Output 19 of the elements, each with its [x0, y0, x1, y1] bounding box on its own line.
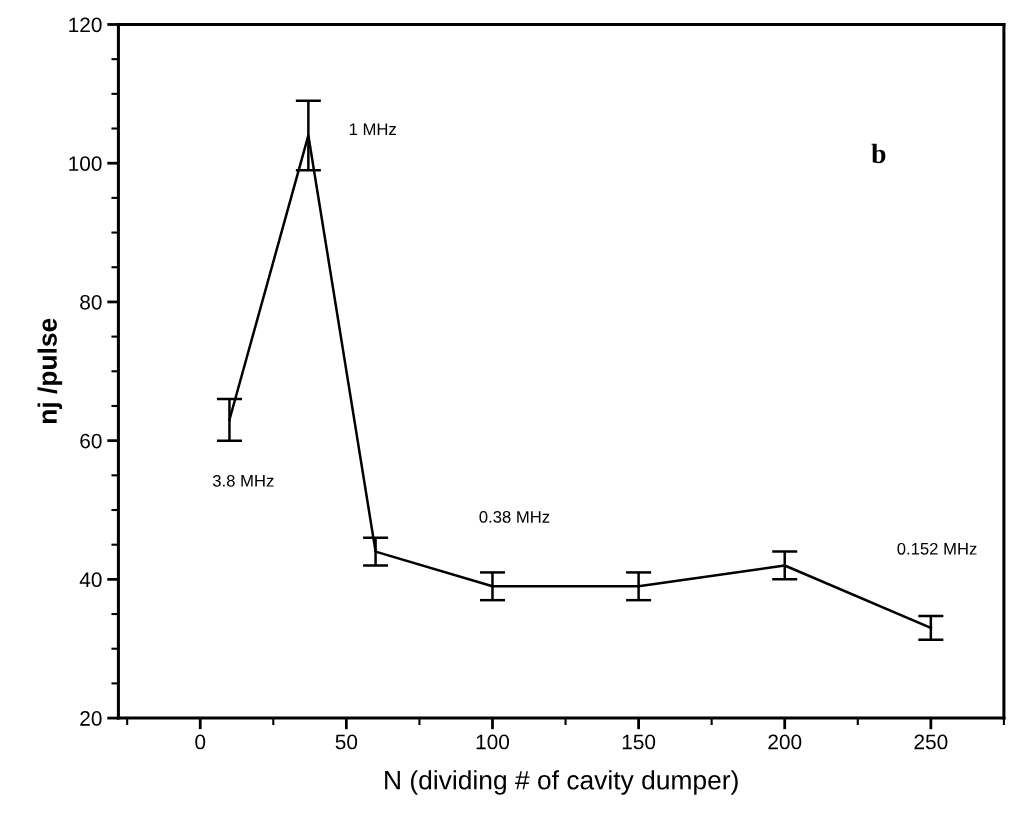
annotation: 0.38 MHz	[479, 511, 550, 523]
y-tick-label: 120	[69, 17, 102, 33]
y-tick-label: 100	[69, 156, 102, 171]
annotation: 1 MHz	[349, 123, 396, 135]
annotation: 0.152 MHz	[897, 542, 977, 555]
y-tick-label: 60	[80, 433, 102, 449]
y-tick-label: 20	[80, 711, 102, 726]
annotation: b	[871, 143, 886, 164]
y-tick-label: 80	[80, 294, 102, 310]
y-tick-label: 40	[79, 572, 102, 588]
x-tick-label: 50	[335, 734, 358, 750]
x-tick-label: 200	[768, 734, 802, 750]
x-tick-label: 150	[622, 734, 656, 750]
x-tick-label: 0	[195, 734, 206, 750]
x-tick-label: 100	[476, 734, 510, 750]
annotation: 3.8 MHz	[212, 474, 274, 487]
x-tick-label: 250	[914, 734, 948, 750]
x-axis-title: N (dividing # of cavity dumper)	[385, 770, 738, 795]
y-axis-title: nj /pulse	[37, 318, 63, 424]
